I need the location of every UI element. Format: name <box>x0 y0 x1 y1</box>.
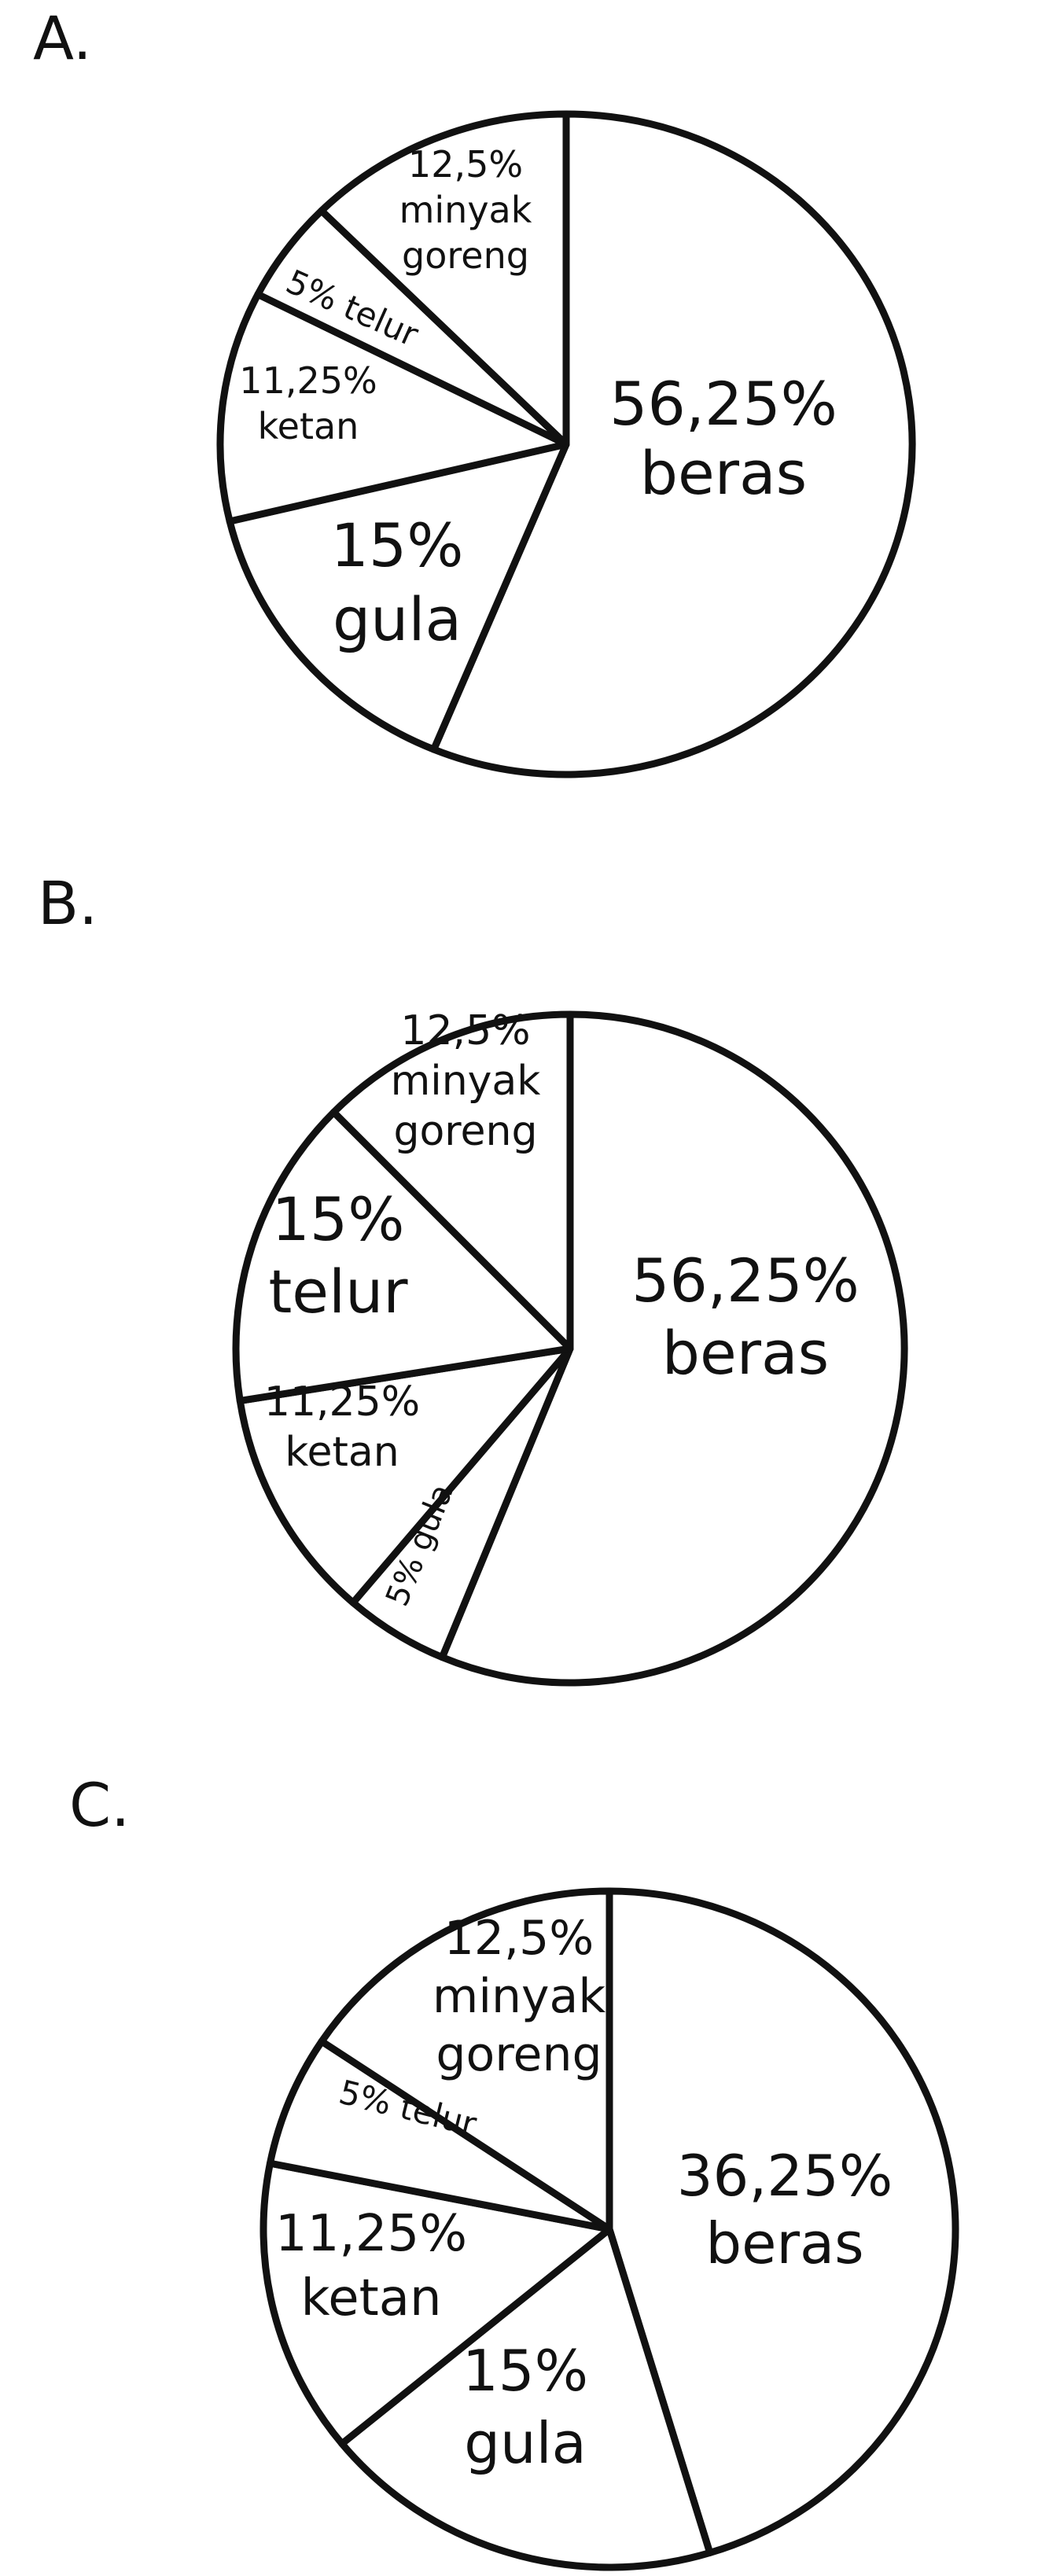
slice-label: 11,25% ketan <box>239 359 377 447</box>
slice-label: 12,5% minyak goreng <box>432 1911 606 2082</box>
pie-slice <box>329 1010 574 1352</box>
pie-slice <box>438 1010 908 1687</box>
option-letter: A. <box>33 3 92 73</box>
slice-label: 15% gula <box>331 510 464 654</box>
pie-slice <box>232 1108 574 1404</box>
slice-label: 56,25% beras <box>631 1246 859 1388</box>
slice-label: 15% gula <box>462 2338 588 2476</box>
pie-slice <box>606 1887 959 2556</box>
pie-slice <box>216 290 570 525</box>
pie-slice <box>430 110 916 778</box>
pie-slice <box>226 440 570 753</box>
option-letter: C. <box>69 1770 130 1840</box>
pie-slice <box>338 2225 714 2571</box>
slice-label: 56,25% beras <box>609 369 837 508</box>
slice-label: 36,25% beras <box>677 2143 893 2276</box>
slice-label: 15% telur <box>268 1184 408 1327</box>
slice-label: 12,5% minyak goreng <box>391 1007 541 1155</box>
pie-slice <box>266 2037 613 2233</box>
option-letter: B. <box>38 868 98 938</box>
slice-label: 11,25% ketan <box>275 2205 467 2328</box>
slice-label: 11,25% ketan <box>264 1378 420 1476</box>
slice-label: 12,5% minyak goreng <box>399 143 532 277</box>
pie-slice <box>260 2159 613 2448</box>
pie-slice <box>236 1345 574 1606</box>
pie-slice <box>318 110 570 448</box>
pie-slice <box>318 1887 613 2233</box>
